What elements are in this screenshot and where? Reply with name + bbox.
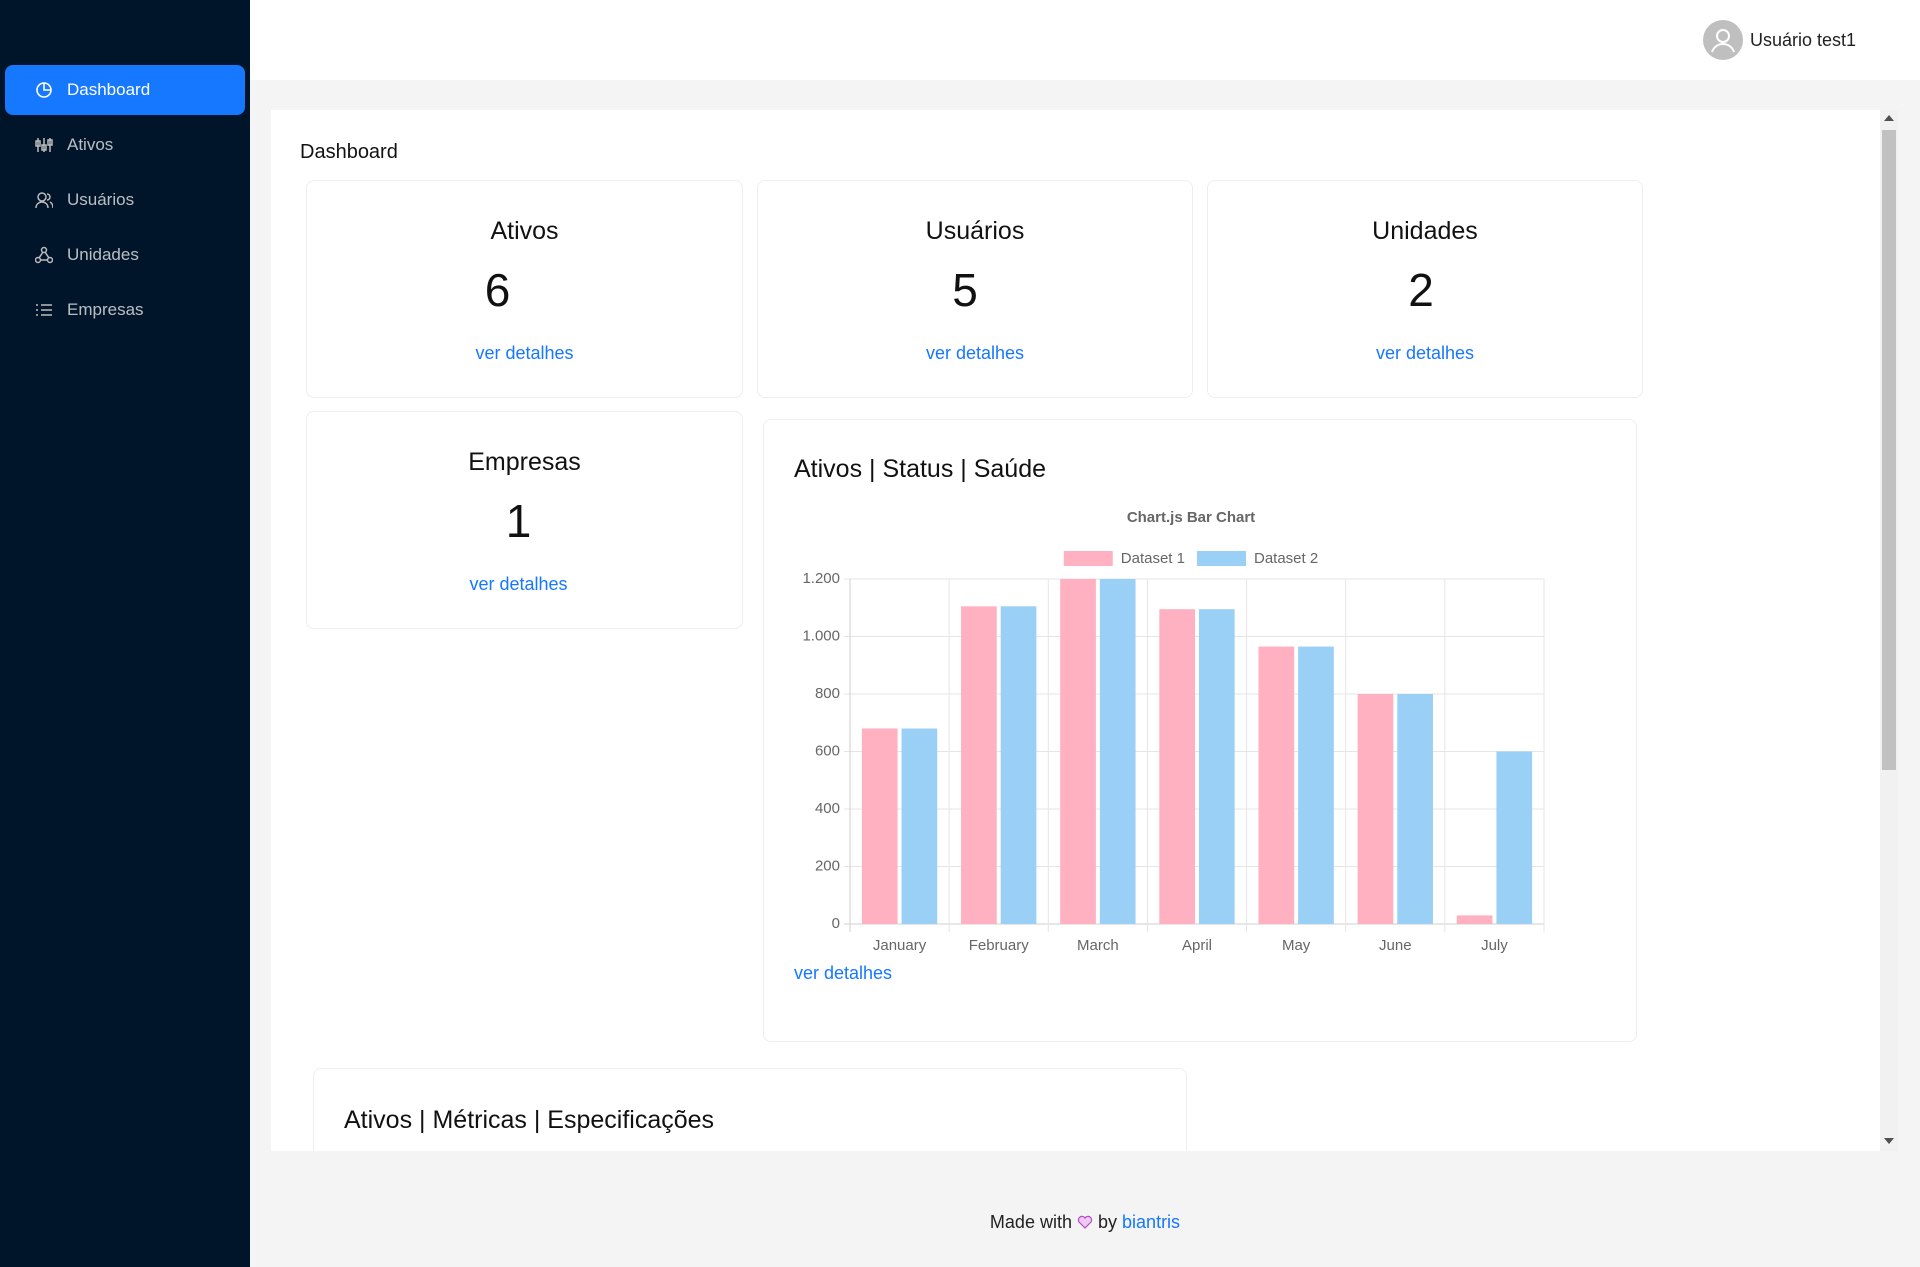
header: Usuário test1 [250, 0, 1920, 80]
card-title: Ativos | Métricas | Especificações [344, 1106, 715, 1134]
stat-card: Ativos 6 ver detalhes [306, 180, 743, 398]
bar [1198, 609, 1235, 924]
card-link[interactable]: ver detalhes [794, 963, 893, 983]
icon [35, 246, 53, 264]
chart: Chart.js Bar Chart Dataset 1 Dataset 2 0 200… [802, 509, 1545, 954]
card-count: 2 [1408, 264, 1434, 316]
card-link[interactable]: ver detalhes [469, 574, 568, 594]
y-tick-label: 800 [815, 685, 840, 702]
scrollbar[interactable] [1880, 110, 1898, 1151]
scroll-thumb[interactable] [1882, 130, 1896, 770]
y-tick-label: 400 [815, 800, 840, 817]
icon [36, 82, 52, 98]
metrics-card: Ativos | Métricas | Especificações [313, 1068, 1187, 1151]
menu-item[interactable]: Empresas [5, 285, 245, 335]
menu-label: Usuários [67, 190, 135, 209]
y-tick-label: 1.200 [802, 570, 840, 587]
bar [1099, 579, 1136, 924]
stat-card: Empresas 1 ver detalhes [306, 411, 743, 629]
icon [35, 192, 53, 209]
bar [1060, 579, 1096, 924]
menu-label: Unidades [67, 245, 139, 264]
footer-text: by [1098, 1212, 1118, 1232]
y-tick-label: 0 [832, 915, 840, 932]
card-title: Ativos | Status | Saúde [794, 455, 1047, 483]
card-title: Usuários [925, 217, 1025, 245]
card-title: Empresas [468, 448, 581, 476]
menu-label: Empresas [67, 300, 144, 319]
heart-icon [1077, 1215, 1093, 1229]
card-count: 6 [484, 264, 511, 316]
y-tick-label: 600 [815, 742, 840, 759]
legend-item: Dataset 1 [1063, 550, 1185, 567]
menu-item[interactable]: Usuários [5, 175, 245, 225]
menu-item[interactable]: Unidades [5, 230, 245, 280]
card-link[interactable]: ver detalhes [925, 343, 1025, 363]
menu-label: Dashboard [67, 80, 151, 99]
bar [1357, 694, 1394, 924]
bar [1496, 751, 1533, 924]
x-tick-label: July [1481, 937, 1508, 954]
chart-card: Ativos | Status | Saúde Chart.js Bar Cha… [763, 419, 1637, 1042]
card-count: 5 [952, 264, 978, 316]
bar [1000, 606, 1037, 924]
user-name[interactable]: Usuário test1 [1750, 30, 1857, 50]
bar [961, 606, 997, 924]
bar [1298, 646, 1334, 924]
card-link[interactable]: ver detalhes [1375, 343, 1475, 363]
bar [1456, 915, 1493, 924]
footer: Made with by biantris [250, 1212, 1920, 1233]
x-tick-label: April [1182, 937, 1212, 954]
chart-title: Chart.js Bar Chart [1127, 509, 1255, 526]
bar [1397, 694, 1433, 924]
x-tick-label: June [1379, 937, 1412, 954]
x-tick-label: January [873, 937, 927, 954]
bar [861, 728, 898, 924]
bar [1159, 609, 1196, 924]
footer-link[interactable]: biantris [1122, 1212, 1181, 1232]
legend-item: Dataset 2 [1197, 550, 1318, 567]
menu-item[interactable]: Ativos [5, 120, 245, 170]
scroll-down[interactable] [1884, 1137, 1894, 1145]
legend-label: Dataset 2 [1254, 550, 1318, 567]
scroll-up[interactable] [1884, 114, 1894, 122]
card-title: Ativos [490, 217, 559, 245]
card-title: Unidades [1372, 217, 1478, 245]
card-link[interactable]: ver detalhes [475, 343, 574, 363]
card-count: 1 [505, 495, 532, 547]
x-tick-label: May [1282, 937, 1311, 954]
page-title: Dashboard [300, 141, 398, 163]
x-tick-label: February [969, 937, 1030, 954]
icon [35, 138, 53, 152]
avatar[interactable] [1703, 20, 1743, 60]
menu-item[interactable]: Dashboard [5, 65, 245, 115]
footer-text: Made with [989, 1212, 1072, 1232]
legend-swatch [1063, 551, 1113, 566]
bar [901, 728, 938, 924]
legend-swatch [1197, 551, 1246, 566]
y-tick-label: 1.000 [802, 627, 840, 644]
menu-label: Ativos [67, 135, 114, 154]
bar [1258, 646, 1295, 924]
x-tick-label: March [1077, 937, 1119, 954]
y-tick-label: 200 [815, 857, 840, 874]
content-panel: Dashboard Ativos 6 ver detalhes Usuários… [271, 110, 1880, 1151]
stat-card: Unidades 2 ver detalhes [1207, 180, 1643, 398]
icon [36, 304, 52, 316]
sidebar: Dashboard Ativos Usuários Unidades Empre… [0, 0, 250, 1267]
legend-label: Dataset 1 [1121, 550, 1185, 567]
stat-card: Usuários 5 ver detalhes [757, 180, 1193, 398]
